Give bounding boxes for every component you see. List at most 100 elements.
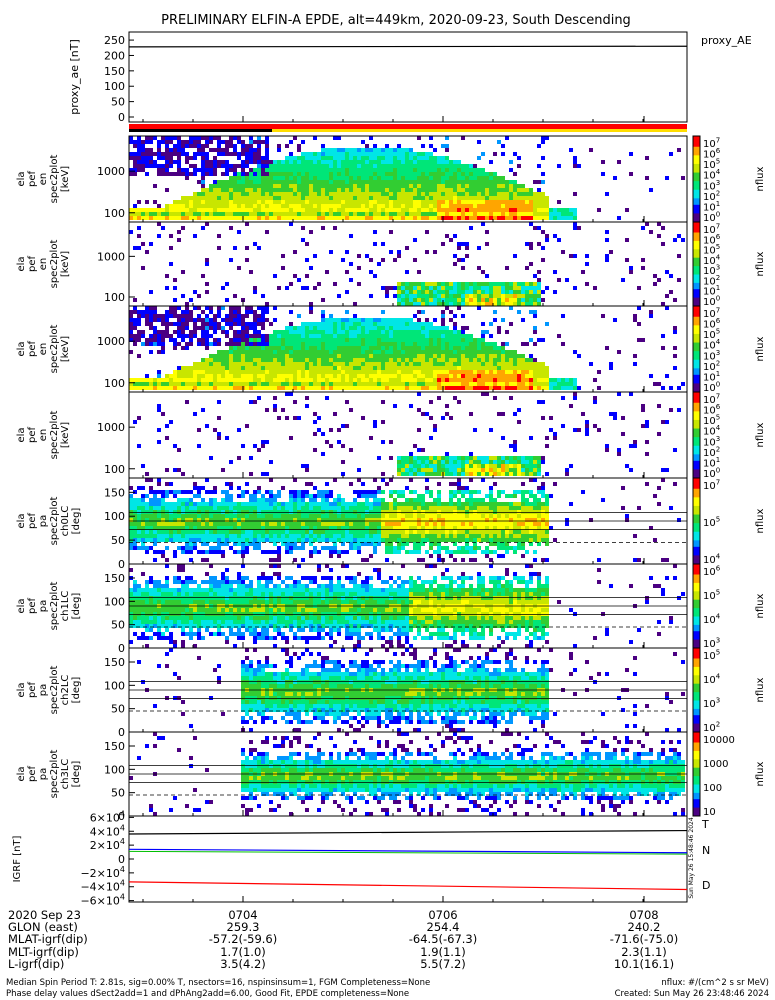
ytick-label-en_back: 1000 xyxy=(97,421,125,434)
igrf-ytick-label: −6×104 xyxy=(80,893,125,908)
colorbar-tick-label-pa_ch2: 104 xyxy=(703,673,721,687)
igrf-legend-T: T xyxy=(701,818,709,831)
spectrogram-pa_ch0 xyxy=(129,478,681,562)
xaxis-row-value: 0708 xyxy=(629,908,658,922)
xaxis-row-label: MLT-igrf(dip) xyxy=(8,945,79,959)
colorbar-pa_ch1 xyxy=(693,564,700,649)
igrf-ytick-label: −4×104 xyxy=(80,879,125,894)
ae-ytick-label: 0 xyxy=(118,111,125,124)
xaxis-row-value: 0706 xyxy=(428,908,457,922)
side-timestamp: Sun May 26 15:48:46 2024 xyxy=(688,817,695,898)
ylabel-pa_ch1: pef xyxy=(27,598,38,615)
ytick-label-en_omni: 1000 xyxy=(97,165,125,178)
colorbar-tick-label-pa_ch1: 103 xyxy=(703,637,720,651)
colorbar-pa_ch0 xyxy=(693,478,700,565)
xaxis-row-value: 259.3 xyxy=(227,920,260,934)
ylabel-pa_ch0: [deg] xyxy=(71,508,82,535)
ylabel-en_prec: pef xyxy=(27,256,38,273)
ytick-label-pa_ch2: 100 xyxy=(104,679,125,692)
xaxis-row-value: 3.5(4.2) xyxy=(220,957,266,971)
ylabel-en_omni: spec2plot xyxy=(49,155,60,204)
ylabel-en_back: ela xyxy=(16,427,27,442)
ylabel-pa_ch2: ela xyxy=(16,682,27,697)
colorbar-tick-label-en_omni: 105 xyxy=(703,158,720,172)
colorbar-tick-label-pa_ch1: 104 xyxy=(703,613,721,627)
colorbar-tick-label-pa_ch0: 104 xyxy=(703,553,721,567)
colorbar-label-pa_ch2: nflux xyxy=(755,677,766,702)
colorbar-label-en_omni: nflux xyxy=(755,166,766,191)
ylabel-pa_ch2: pa xyxy=(38,684,49,696)
colorbar-tick-label-en_perp: 102 xyxy=(703,359,720,373)
colorbar-tick-label-pa_ch3: 1000 xyxy=(703,759,728,770)
ae-ytick-label: 200 xyxy=(104,49,125,62)
igrf-ytick-label: 4×104 xyxy=(90,823,125,838)
footer-line-2: Phase delay values dSect2add=1 and dPhAn… xyxy=(6,989,410,999)
colorbar-tick-label-en_omni: 107 xyxy=(703,137,720,151)
colorbar-tick-label-pa_ch2: 103 xyxy=(703,697,720,711)
ytick-label-en_perp: 1000 xyxy=(97,335,125,348)
colorbar-tick-label-pa_ch0: 105 xyxy=(703,516,720,530)
colorbar-tick-label-en_perp: 101 xyxy=(703,370,720,384)
ytick-label-en_prec: 100 xyxy=(104,291,125,304)
xaxis-row-value: 1.7(1.0) xyxy=(220,945,266,959)
colorbar-tick-label-en_omni: 104 xyxy=(703,168,721,182)
xaxis-row-value: 2.3(1.1) xyxy=(621,945,667,959)
ae-ytick-label: 150 xyxy=(104,65,125,78)
ytick-label-pa_ch2: 0 xyxy=(118,726,125,739)
ylabel-pa_ch3: ela xyxy=(16,766,27,781)
xaxis-row-value: 0704 xyxy=(228,908,257,922)
colorbar-tick-label-en_perp: 100 xyxy=(703,381,720,395)
colorbar-tick-label-pa_ch3: 100 xyxy=(703,783,722,794)
colorbar-tick-label-en_perp: 107 xyxy=(703,307,720,321)
ylabel-en_omni: en xyxy=(38,173,49,186)
ylabel-pa_ch1: spec2plot xyxy=(49,582,60,631)
ylabel-pa_ch1: [deg] xyxy=(71,593,82,620)
colorbar-tick-label-en_omni: 102 xyxy=(703,189,720,203)
igrf-series-T xyxy=(128,829,688,835)
ylabel-pa_ch3: pef xyxy=(27,766,38,783)
xaxis-row-value: 254.4 xyxy=(427,920,460,934)
colorbar-tick-label-en_back: 106 xyxy=(703,403,721,417)
colorbar-label-pa_ch0: nflux xyxy=(755,508,766,533)
ylabel-en_omni: pef xyxy=(27,171,38,188)
colorbar-label-pa_ch1: nflux xyxy=(755,593,766,618)
ylabel-en_back: spec2plot xyxy=(49,411,60,460)
colorbar-tick-label-en_perp: 105 xyxy=(703,328,720,342)
ylabel-pa_ch0: pef xyxy=(27,513,38,530)
ae-ytick-label: 100 xyxy=(104,80,125,93)
colorbar-tick-label-pa_ch0: 107 xyxy=(703,479,720,493)
ylabel-en_perp: spec2plot xyxy=(49,325,60,374)
ae-legend: proxy_AE xyxy=(701,34,752,47)
xaxis-row-label: 2020 Sep 23 xyxy=(8,908,81,922)
ylabel-pa_ch3: [deg] xyxy=(71,761,82,788)
igrf-panel-frame xyxy=(128,815,688,903)
flag-bar-black xyxy=(129,129,272,132)
colorbar-label-en_prec: nflux xyxy=(755,251,766,276)
ytick-label-pa_ch0: 100 xyxy=(104,510,125,523)
ylabel-pa_ch0: ch0LC xyxy=(60,506,71,537)
colorbar-en_back xyxy=(693,392,700,479)
ae-panel-frame xyxy=(128,31,688,123)
ylabel-en_prec: en xyxy=(38,258,49,271)
ylabel-pa_ch2: spec2plot xyxy=(49,666,60,715)
ytick-label-pa_ch3: 50 xyxy=(111,787,125,800)
colorbar-en_omni xyxy=(693,136,700,223)
ylabel-en_prec: ela xyxy=(16,256,27,271)
igrf-legend-N: N xyxy=(702,844,710,857)
igrf-series-N-second xyxy=(128,850,688,855)
xaxis-row-label: MLAT-igrf(dip) xyxy=(8,932,88,946)
colorbar-tick-label-en_prec: 100 xyxy=(703,295,720,309)
colorbar-tick-label-en_prec: 104 xyxy=(703,253,721,267)
ytick-label-pa_ch1: 150 xyxy=(104,572,125,585)
ylabel-pa_ch0: pa xyxy=(38,515,49,527)
colorbar-tick-label-en_omni: 103 xyxy=(703,179,720,193)
colorbar-tick-label-en_prec: 106 xyxy=(703,233,721,247)
footer-line-1: Median Spin Period T: 2.81s, sig=0.00% T… xyxy=(6,978,431,988)
spectrogram-en_perp xyxy=(129,306,685,390)
igrf-ylabel: IGRF [nT] xyxy=(12,835,23,882)
flag-bar-red xyxy=(129,124,687,129)
xaxis-row-label: GLON (east) xyxy=(8,920,78,934)
ytick-label-en_omni: 100 xyxy=(104,207,125,220)
igrf-ytick-label: 0 xyxy=(118,853,125,866)
